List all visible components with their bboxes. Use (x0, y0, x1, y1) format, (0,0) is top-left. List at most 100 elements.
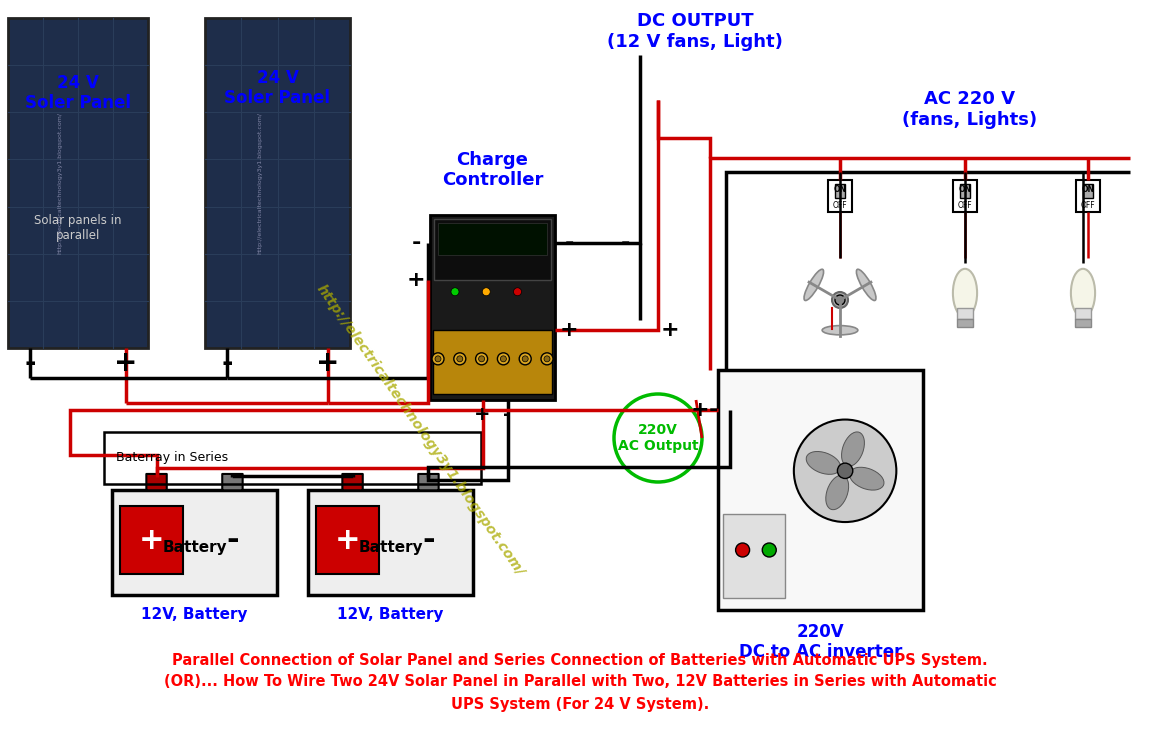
Text: Battery: Battery (162, 540, 227, 556)
Text: +: + (690, 400, 709, 420)
Circle shape (544, 356, 550, 362)
FancyBboxPatch shape (718, 370, 923, 610)
Text: 220V
AC Output: 220V AC Output (617, 423, 698, 453)
FancyBboxPatch shape (954, 180, 977, 212)
Text: +: + (139, 526, 165, 555)
Ellipse shape (804, 269, 824, 301)
Text: ON: ON (958, 185, 972, 194)
Text: ON: ON (834, 185, 847, 194)
Circle shape (435, 356, 441, 362)
Circle shape (476, 353, 487, 365)
Text: (OR)... How To Wire Two 24V Solar Panel in Parallel with Two, 12V Batteries in S: (OR)... How To Wire Two 24V Solar Panel … (164, 674, 996, 690)
FancyBboxPatch shape (146, 474, 167, 490)
Text: -: - (222, 349, 233, 377)
Circle shape (457, 356, 463, 362)
Text: http://electricaltechnology3y1.blogspot.com/: http://electricaltechnology3y1.blogspot.… (313, 281, 527, 578)
Ellipse shape (856, 269, 876, 301)
FancyBboxPatch shape (205, 18, 350, 348)
Text: +: + (559, 320, 579, 340)
Circle shape (514, 288, 522, 295)
Text: Battery: Battery (358, 540, 422, 556)
Text: -: - (226, 526, 239, 555)
Ellipse shape (849, 467, 884, 490)
Text: DC to AC inverter: DC to AC inverter (739, 643, 902, 661)
Text: -: - (709, 400, 718, 420)
Circle shape (454, 353, 466, 365)
FancyBboxPatch shape (957, 309, 973, 320)
FancyBboxPatch shape (430, 215, 554, 400)
Text: OFF: OFF (958, 201, 972, 210)
FancyBboxPatch shape (433, 330, 552, 394)
Circle shape (483, 288, 491, 295)
Text: -: - (412, 233, 421, 253)
Ellipse shape (826, 475, 849, 509)
FancyBboxPatch shape (835, 184, 844, 199)
FancyBboxPatch shape (1076, 180, 1100, 212)
Text: -: - (503, 405, 512, 424)
Text: DC OUTPUT
(12 V fans, Light): DC OUTPUT (12 V fans, Light) (607, 12, 783, 51)
FancyBboxPatch shape (1075, 309, 1090, 320)
FancyBboxPatch shape (113, 490, 277, 595)
FancyBboxPatch shape (419, 474, 438, 490)
FancyBboxPatch shape (223, 474, 242, 490)
Text: OFF: OFF (833, 201, 847, 210)
Circle shape (762, 543, 776, 557)
Text: +: + (661, 320, 680, 340)
Text: 12V, Battery: 12V, Battery (142, 608, 248, 622)
Circle shape (432, 353, 444, 365)
Circle shape (479, 356, 485, 362)
Circle shape (835, 295, 844, 305)
FancyBboxPatch shape (121, 506, 183, 574)
Text: Solar panels in
parallel: Solar panels in parallel (35, 214, 122, 242)
FancyBboxPatch shape (309, 490, 473, 595)
FancyBboxPatch shape (828, 180, 851, 212)
FancyBboxPatch shape (1075, 320, 1090, 327)
Text: -: - (621, 233, 630, 253)
Text: 24 V
Soler Panel: 24 V Soler Panel (225, 69, 331, 108)
Text: +: + (335, 526, 361, 555)
Text: http://electricaltechnology3y1.blogspot.com/: http://electricaltechnology3y1.blogspot.… (258, 112, 262, 254)
FancyBboxPatch shape (434, 219, 551, 280)
Text: +: + (474, 405, 491, 424)
Text: ON: ON (1081, 185, 1095, 194)
FancyBboxPatch shape (957, 320, 973, 327)
Ellipse shape (841, 432, 864, 466)
Text: Charge
Controller: Charge Controller (442, 150, 543, 189)
Circle shape (522, 356, 528, 362)
Circle shape (541, 353, 553, 365)
Ellipse shape (1071, 269, 1095, 317)
FancyBboxPatch shape (438, 223, 548, 255)
Text: UPS System (For 24 V System).: UPS System (For 24 V System). (451, 696, 709, 712)
Text: +: + (317, 349, 340, 377)
Circle shape (838, 463, 853, 479)
Circle shape (500, 356, 507, 362)
Text: Baterray in Series: Baterray in Series (116, 452, 229, 465)
FancyBboxPatch shape (317, 506, 379, 574)
Text: 12V, Battery: 12V, Battery (338, 608, 444, 622)
Circle shape (498, 353, 509, 365)
FancyBboxPatch shape (8, 18, 148, 348)
Text: -: - (564, 233, 574, 253)
Text: -: - (422, 526, 435, 555)
Text: +: + (407, 270, 426, 290)
FancyBboxPatch shape (960, 184, 970, 199)
Ellipse shape (806, 452, 841, 474)
Circle shape (614, 394, 702, 482)
Ellipse shape (822, 325, 858, 335)
FancyBboxPatch shape (1083, 184, 1093, 199)
Text: Parallel Connection of Solar Panel and Series Connection of Batteries with Autom: Parallel Connection of Solar Panel and S… (172, 652, 988, 668)
Ellipse shape (952, 269, 977, 317)
FancyBboxPatch shape (342, 474, 363, 490)
Text: http://electricaltechnology3y1.blogspot.com/: http://electricaltechnology3y1.blogspot.… (58, 112, 63, 254)
Text: AC 220 V
(fans, Lights): AC 220 V (fans, Lights) (902, 90, 1037, 129)
Text: -: - (24, 349, 36, 377)
Circle shape (832, 292, 848, 308)
Circle shape (520, 353, 531, 365)
Circle shape (451, 288, 459, 295)
Circle shape (793, 419, 897, 522)
FancyBboxPatch shape (723, 514, 784, 598)
Text: 24 V
Soler Panel: 24 V Soler Panel (26, 73, 131, 112)
Text: +: + (115, 349, 138, 377)
Text: 220V: 220V (797, 623, 844, 641)
Text: OFF: OFF (1081, 201, 1095, 210)
